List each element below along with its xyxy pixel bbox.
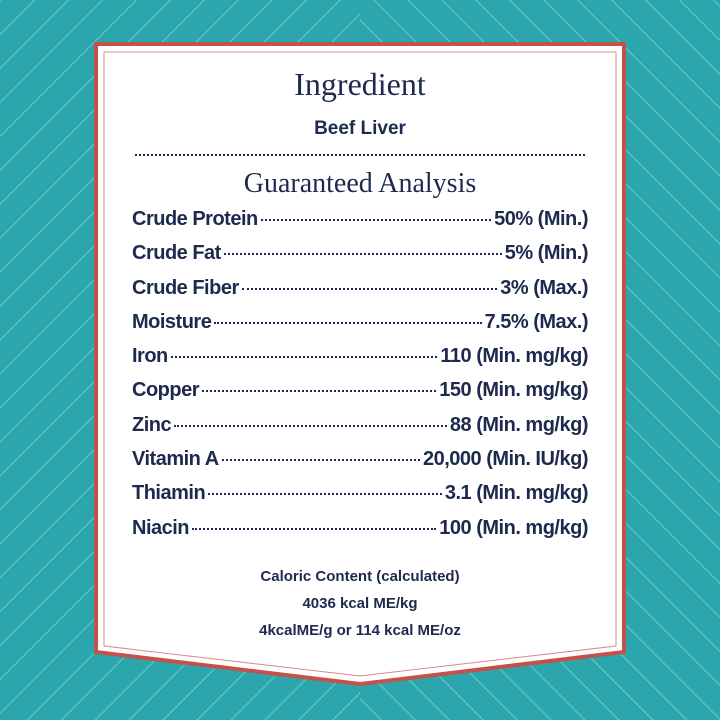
dot-leader (260, 219, 492, 221)
caloric-line: Caloric Content (calculated) (260, 568, 460, 585)
ingredient-text: Beef Liver (314, 118, 406, 139)
dot-leader (214, 321, 482, 324)
dot-leader (223, 253, 502, 256)
nutrient-name: Niacin (132, 516, 190, 539)
dot-leader (202, 390, 437, 393)
dot-leader (174, 424, 447, 427)
analysis-row: Vitamin A 20,000 (Min. IU/kg) (132, 448, 589, 482)
analysis-title: Guaranteed Analysis (243, 168, 477, 199)
caloric-line: 4036 kcal ME/kg (302, 595, 418, 612)
nutrient-value: 150 (Min. mg/kg) (439, 379, 588, 402)
nutrient-name: Crude Protein (132, 208, 258, 230)
nutrient-name: Thiamin (132, 482, 206, 505)
dot-leader (208, 493, 442, 496)
nutrient-value: 7.5% (Max.) (484, 310, 589, 333)
nutrient-name: Crude Fiber (132, 276, 239, 299)
analysis-row: Crude Fat 5% (Min.) (132, 242, 589, 276)
analysis-row: Thiamin 3.1 (Min. mg/kg) (132, 482, 589, 516)
nutrient-name: Copper (132, 379, 200, 402)
nutrient-name: Crude Fat (132, 242, 221, 265)
analysis-row: Crude Fiber 3% (Max.) (132, 277, 588, 311)
dot-leader (170, 356, 438, 359)
nutrient-value: 5% (Min.) (504, 242, 589, 265)
nutrient-name: Iron (132, 345, 168, 368)
dot-leader (192, 527, 437, 530)
nutrient-value: 88 (Min. mg/kg) (449, 413, 589, 436)
caloric-line: 4kcalME/g or 114 kcal ME/oz (259, 622, 461, 639)
dot-leader (241, 287, 498, 290)
nutrient-value: 100 (Min. mg/kg) (439, 516, 588, 539)
nutrient-name: Vitamin A (132, 448, 219, 471)
nutrient-name: Moisture (132, 310, 212, 333)
analysis-row: Niacin 100 (Min. mg/kg) (132, 517, 588, 551)
nutrient-name: Zinc (132, 413, 172, 436)
nutrient-value: 50% (Min.) (494, 208, 588, 230)
analysis-row: Zinc 88 (Min. mg/kg) (132, 413, 589, 448)
analysis-row: Crude Protein 50% (Min.) (132, 208, 588, 242)
dot-leader (221, 459, 420, 462)
nutrient-value: 110 (Min. mg/kg) (440, 345, 588, 368)
analysis-row: Iron 110 (Min. mg/kg) (132, 345, 588, 379)
analysis-row: Moisture 7.5% (Max.) (132, 310, 589, 345)
nutrient-value: 3.1 (Min. mg/kg) (444, 482, 589, 505)
analysis-row: Copper 150 (Min. mg/kg) (132, 379, 588, 413)
ingredient-title: Ingredient (294, 66, 426, 102)
analysis-table: Crude Protein 50% (Min.) Crude Fat 5% (Min.… (132, 208, 589, 551)
nutrient-value: 20,000 (Min. IU/kg) (423, 448, 589, 471)
nutrient-value: 3% (Max.) (500, 276, 588, 299)
